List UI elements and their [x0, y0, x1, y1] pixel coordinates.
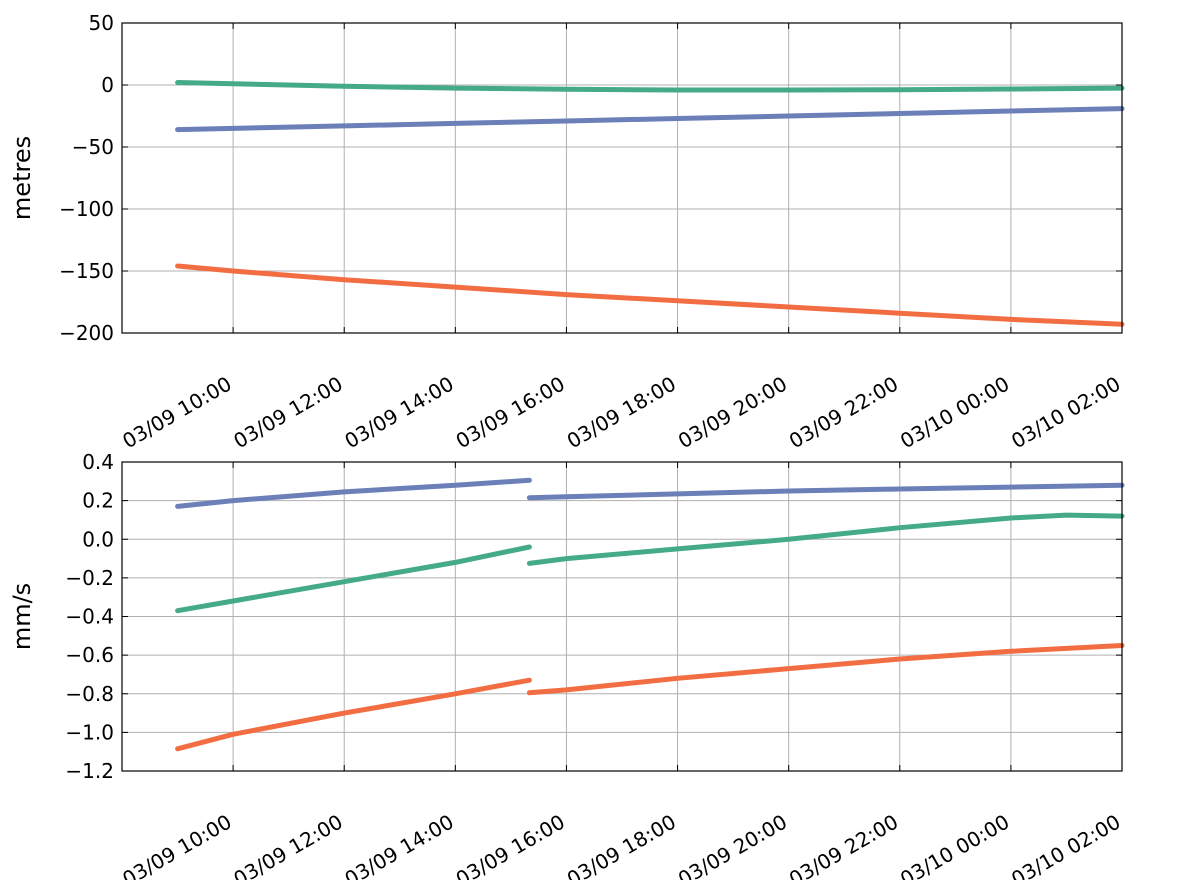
y-axis: 0.4 0.2 0.0 −0.2 −0.4 −0.6 −0.8 −1.0 −1.2	[65, 450, 1122, 783]
x-tick-label: 03/09 20:00	[674, 810, 791, 880]
y-axis-label: metres	[8, 136, 36, 220]
x-tick-label: 03/09 10:00	[118, 810, 235, 880]
y-tick-label: 0.2	[82, 489, 114, 513]
series-0-segment-0	[175, 477, 532, 509]
series-1-segment-0	[175, 106, 1125, 133]
y-axis-label: mm/s	[8, 583, 36, 650]
y-tick-label: −150	[59, 259, 114, 283]
x-tick-label: 03/10 00:00	[896, 372, 1013, 454]
x-tick-label: 03/09 14:00	[340, 372, 457, 454]
series-2-segment-0	[175, 263, 1125, 327]
x-tick-label: 03/09 22:00	[785, 372, 902, 454]
x-tick-label: 03/09 22:00	[785, 810, 902, 880]
y-tick-label: −0.2	[65, 566, 114, 590]
series-1-segment-1	[526, 512, 1125, 566]
series-group	[175, 80, 1125, 327]
series-0-segment-1	[526, 482, 1125, 501]
y-tick-label: −200	[59, 321, 114, 345]
y-tick-label: −0.6	[65, 643, 114, 667]
series-0-segment-0	[175, 80, 1125, 93]
x-tick-label: 03/09 12:00	[229, 810, 346, 880]
y-axis: 50 0 −50 −100 −150 −200	[59, 11, 1122, 345]
y-tick-label: −1.0	[65, 720, 114, 744]
y-tick-label: −0.8	[65, 682, 114, 706]
y-tick-label: −100	[59, 197, 114, 221]
velocity-chart: 0.40.20.0−0.2−0.4−0.6−0.8−1.0−1.203/09 1…	[8, 450, 1125, 880]
y-tick-label: 50	[89, 11, 114, 35]
series-2-segment-0	[175, 677, 532, 752]
x-tick-label: 03/09 12:00	[229, 372, 346, 454]
y-tick-label: −50	[72, 135, 114, 159]
x-tick-label: 03/09 18:00	[563, 372, 680, 454]
x-tick-label: 03/09 14:00	[340, 810, 457, 880]
y-tick-label: 0	[101, 73, 114, 97]
plot-frame	[121, 22, 1123, 334]
x-tick-label: 03/09 18:00	[563, 810, 680, 880]
grid	[122, 22, 1123, 334]
y-tick-label: 0.4	[82, 450, 114, 474]
y-tick-label: −0.4	[65, 605, 114, 629]
series-2-segment-1	[526, 643, 1125, 696]
y-tick-label: −1.2	[65, 759, 114, 783]
x-tick-label: 03/09 20:00	[674, 372, 791, 454]
x-tick-label: 03/09 16:00	[452, 810, 569, 880]
series-group	[175, 477, 1125, 752]
x-tick-label: 03/10 00:00	[896, 810, 1013, 880]
x-tick-label: 03/09 10:00	[118, 372, 235, 454]
x-tick-label: 03/10 02:00	[1007, 372, 1124, 454]
x-tick-label: 03/09 16:00	[452, 372, 569, 454]
series-1-segment-0	[175, 544, 532, 614]
y-tick-label: 0.0	[82, 527, 114, 551]
x-tick-label: 03/10 02:00	[1007, 810, 1124, 880]
